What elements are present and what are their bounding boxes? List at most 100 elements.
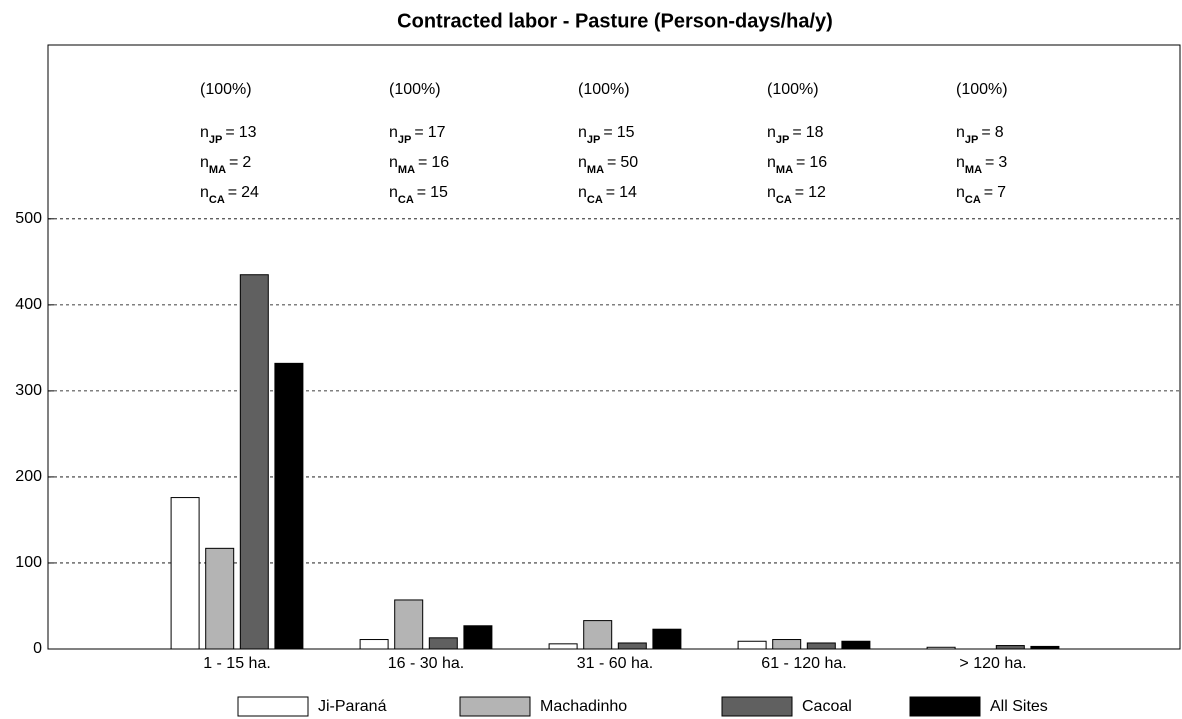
count-value: 17 [428, 124, 446, 141]
bar [806, 642, 836, 650]
bar [359, 639, 389, 650]
count-label: nJP = 17 [389, 124, 446, 146]
count-subscript: CA [776, 194, 792, 206]
bar [239, 274, 269, 650]
bar [170, 497, 200, 650]
x-tick-label: 61 - 120 ha. [761, 655, 846, 672]
count-subscript: MA [965, 164, 982, 176]
count-value: 14 [619, 184, 637, 201]
count-prefix: n [200, 124, 209, 141]
count-prefix: n [389, 184, 398, 201]
count-sep: = [225, 124, 234, 141]
count-prefix: n [956, 124, 965, 141]
bar [428, 637, 458, 650]
count-sep: = [607, 154, 616, 171]
legend-swatch [721, 696, 793, 717]
count-value: 8 [995, 124, 1004, 141]
count-subscript: CA [965, 194, 981, 206]
count-subscript: MA [776, 164, 793, 176]
count-sep: = [603, 124, 612, 141]
count-subscript: CA [398, 194, 414, 206]
bar [841, 640, 871, 650]
count-sep: = [414, 124, 423, 141]
count-label: nMA = 16 [767, 154, 827, 176]
count-subscript: JP [965, 134, 978, 146]
count-prefix: n [578, 184, 587, 201]
count-label: nJP = 8 [956, 124, 1004, 146]
count-subscript: JP [398, 134, 411, 146]
count-value: 16 [809, 154, 827, 171]
bar [394, 599, 424, 650]
count-label: nJP = 15 [578, 124, 635, 146]
count-prefix: n [956, 184, 965, 201]
count-prefix: n [200, 154, 209, 171]
y-tick-label: 100 [15, 554, 42, 571]
legend-label: Ji-Paraná [318, 698, 387, 715]
count-prefix: n [389, 124, 398, 141]
count-label: nCA = 15 [389, 184, 448, 206]
legend-label: Cacoal [802, 698, 852, 715]
count-sep: = [229, 154, 238, 171]
legend-swatch [237, 696, 309, 717]
percent-label: (100%) [578, 81, 630, 98]
count-sep: = [417, 184, 426, 201]
percent-label: (100%) [200, 81, 252, 98]
count-value: 50 [620, 154, 638, 171]
bar [926, 646, 956, 650]
y-tick-label: 300 [15, 382, 42, 399]
count-sep: = [792, 124, 801, 141]
count-sep: = [418, 154, 427, 171]
count-value: 15 [430, 184, 448, 201]
count-value: 24 [241, 184, 259, 201]
percent-label: (100%) [389, 81, 441, 98]
count-value: 2 [242, 154, 251, 171]
legend-swatch [909, 696, 981, 717]
count-subscript: MA [587, 164, 604, 176]
count-subscript: JP [776, 134, 789, 146]
bar [274, 362, 304, 650]
y-tick-label: 0 [33, 640, 42, 657]
count-label: nMA = 3 [956, 154, 1007, 176]
legend-label: All Sites [990, 698, 1048, 715]
count-value: 12 [808, 184, 826, 201]
count-label: nMA = 50 [578, 154, 638, 176]
bar [652, 628, 682, 650]
count-value: 16 [431, 154, 449, 171]
bar [1030, 645, 1060, 650]
legend-label: Machadinho [540, 698, 627, 715]
count-prefix: n [200, 184, 209, 201]
y-tick-label: 500 [15, 210, 42, 227]
chart-title: Contracted labor - Pasture (Person-days/… [397, 10, 833, 32]
count-label: nCA = 24 [200, 184, 259, 206]
count-sep: = [984, 184, 993, 201]
count-subscript: MA [209, 164, 226, 176]
x-tick-label: 1 - 15 ha. [203, 655, 271, 672]
count-value: 3 [998, 154, 1007, 171]
count-sep: = [795, 184, 804, 201]
count-prefix: n [956, 154, 965, 171]
count-label: nJP = 13 [200, 124, 257, 146]
count-value: 15 [617, 124, 635, 141]
x-tick-label: 16 - 30 ha. [388, 655, 465, 672]
count-sep: = [985, 154, 994, 171]
count-prefix: n [389, 154, 398, 171]
legend-swatch [459, 696, 531, 717]
count-label: nMA = 2 [200, 154, 251, 176]
count-value: 13 [239, 124, 257, 141]
bar [205, 547, 235, 650]
count-sep: = [228, 184, 237, 201]
bar [772, 639, 802, 650]
y-tick-label: 200 [15, 468, 42, 485]
percent-label: (100%) [767, 81, 819, 98]
count-sep: = [606, 184, 615, 201]
count-sep: = [981, 124, 990, 141]
count-label: nJP = 18 [767, 124, 824, 146]
plot-frame [47, 44, 1181, 650]
count-prefix: n [767, 154, 776, 171]
count-subscript: MA [398, 164, 415, 176]
bar [583, 620, 613, 650]
count-subscript: CA [587, 194, 603, 206]
count-value: 18 [806, 124, 824, 141]
count-sep: = [796, 154, 805, 171]
